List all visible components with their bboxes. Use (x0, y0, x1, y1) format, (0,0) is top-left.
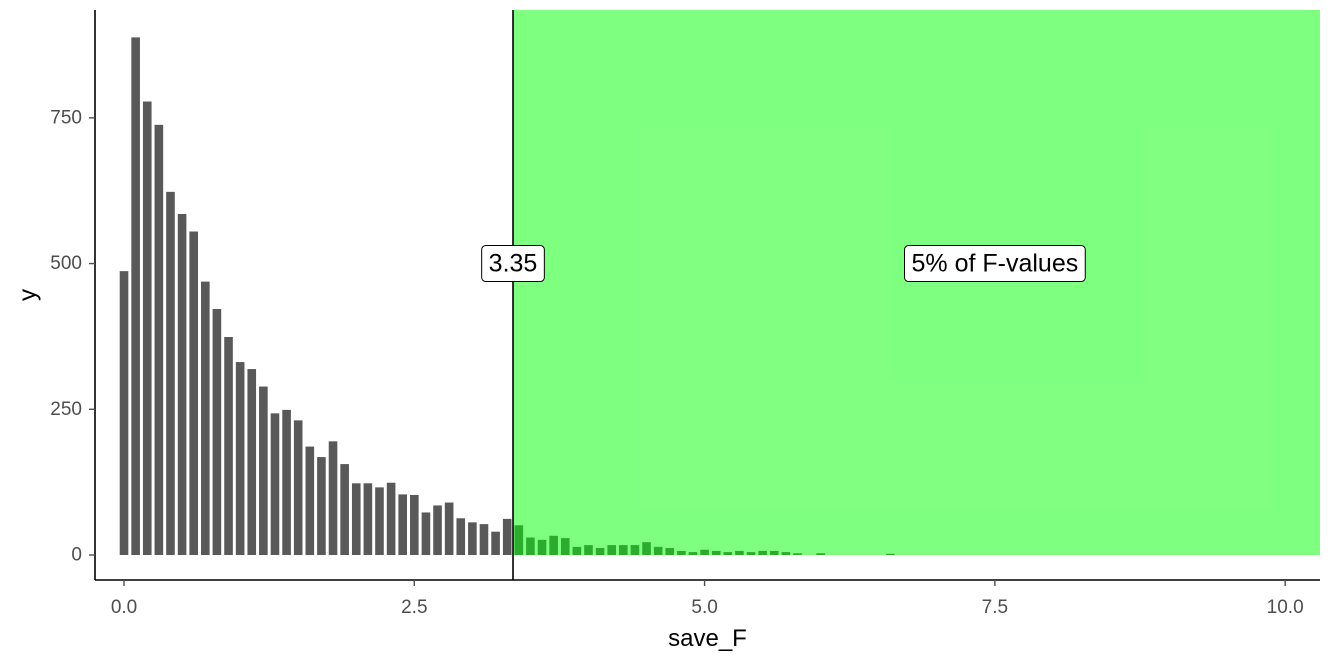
histogram-bar (444, 502, 454, 555)
x-tick-label: 5.0 (691, 597, 717, 618)
histogram-bar (375, 487, 384, 555)
histogram-bar (282, 409, 291, 555)
histogram-bar (131, 37, 140, 555)
y-tick-label: 250 (50, 399, 82, 420)
y-axis-title: y (15, 289, 42, 301)
y-tick-label: 0 (71, 545, 82, 566)
histogram-bar (235, 362, 245, 555)
histogram-bar (410, 494, 419, 555)
critical-value-label-text: 3.35 (489, 250, 538, 278)
y-axis-ticks: 0 250 500 750 (50, 107, 95, 566)
y-tick-label: 500 (50, 253, 82, 274)
histogram-bar (259, 386, 268, 555)
histogram-bar (224, 337, 233, 555)
histogram-bar (468, 522, 477, 555)
region-label: 5% of F-values (904, 245, 1086, 283)
histogram-bar (351, 483, 361, 555)
histogram-bar (328, 441, 338, 555)
x-tick-label: 2.5 (401, 597, 427, 618)
histogram-bar (201, 281, 210, 555)
histogram-bar (119, 271, 129, 555)
histogram-bar (177, 214, 187, 556)
histogram-bar (340, 464, 349, 555)
histogram-bar (247, 369, 257, 555)
histogram-bar (142, 101, 152, 555)
histogram-bar (456, 518, 466, 555)
histogram-bar (398, 494, 408, 555)
rejection-region (513, 10, 1320, 555)
region-label-box (904, 245, 1086, 283)
histogram-bar (491, 531, 500, 555)
x-tick-label: 0.0 (111, 597, 137, 618)
critical-value-label: 3.35 (481, 245, 545, 283)
y-tick-label: 750 (50, 107, 82, 128)
histogram-bar (293, 420, 303, 555)
x-tick-label: 7.5 (982, 597, 1008, 618)
x-tick-label: 10.0 (1267, 597, 1304, 618)
histogram-bar (433, 505, 442, 555)
histogram-bar (363, 483, 373, 555)
histogram-bar (421, 512, 431, 555)
histogram-bar (189, 231, 199, 556)
x-axis-ticks: 0.0 2.5 5.0 7.5 10.0 (111, 580, 1304, 618)
x-axis-title: save_F (668, 625, 747, 652)
histogram-bar (212, 309, 222, 555)
histogram-bar (154, 124, 164, 555)
critical-value-label-box (481, 245, 545, 283)
histogram-bar (305, 446, 315, 555)
histogram-bar (317, 457, 326, 555)
histogram-bar (386, 482, 396, 555)
region-label-text: 5% of F-values (912, 250, 1079, 278)
histogram-bar (270, 413, 280, 555)
histogram-bar (502, 518, 512, 555)
histogram-bar (479, 524, 489, 555)
histogram-bar (166, 191, 175, 555)
